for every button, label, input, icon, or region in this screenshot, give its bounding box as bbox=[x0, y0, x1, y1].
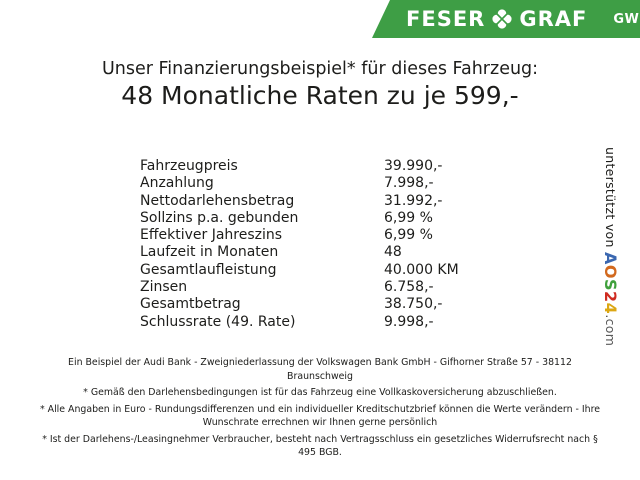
table-row: Zinsen 6.758,- bbox=[140, 279, 459, 296]
row-label: Laufzeit in Monaten bbox=[140, 244, 279, 261]
row-value: 38.750,- bbox=[384, 296, 443, 313]
offer-heading: Unser Finanzierungsbeispiel* für dieses … bbox=[0, 57, 640, 111]
table-row: Gesamtbetrag 38.750,- bbox=[140, 296, 459, 313]
table-row: Anzahlung 7.998,- bbox=[140, 175, 459, 192]
offer-subtitle: Unser Finanzierungsbeispiel* für dieses … bbox=[101, 59, 539, 79]
vehicle-code: GW9653 bbox=[613, 11, 640, 27]
feser-graf-logo: FESER GRAF bbox=[406, 7, 587, 31]
aos24-letter: S bbox=[601, 279, 620, 292]
brand-name-right: GRAF bbox=[519, 7, 588, 31]
row-label: Nettodarlehensbetrag bbox=[140, 192, 295, 209]
row-value: 6.758,- bbox=[384, 279, 434, 296]
footnote-line: * Ist der Darlehens-/Leasingnehmer Verbr… bbox=[42, 433, 598, 459]
row-value: 6,99 % bbox=[384, 227, 433, 244]
row-value: 6,99 % bbox=[384, 209, 433, 226]
row-label: Fahrzeugpreis bbox=[140, 158, 238, 174]
aos24-letter: O bbox=[601, 264, 620, 279]
table-row: Schlussrate (49. Rate) 9.998,- bbox=[140, 314, 459, 331]
table-row: Nettodarlehensbetrag 31.992,- bbox=[140, 193, 459, 210]
row-label: Effektiver Jahreszins bbox=[140, 227, 283, 244]
supporter-prefix: unterstützt von bbox=[603, 147, 618, 252]
row-label: Zinsen bbox=[140, 279, 188, 296]
row-label: Schlussrate (49. Rate) bbox=[140, 313, 296, 330]
table-row: Effektiver Jahreszins 6,99 % bbox=[140, 227, 459, 244]
aos24-letter: A bbox=[601, 252, 620, 265]
footnote-line: * Gemäß den Darlehensbedingungen ist für… bbox=[83, 387, 557, 398]
legal-footnotes: Ein Beispiel der Audi Bank - Zweignieder… bbox=[34, 356, 606, 463]
row-value: 7.998,- bbox=[384, 175, 434, 192]
row-label: Sollzins p.a. gebunden bbox=[140, 209, 299, 226]
row-value: 9.998,- bbox=[384, 313, 434, 330]
footnote-line: Ein Beispiel der Audi Bank - Zweignieder… bbox=[68, 357, 572, 382]
offer-title: 48 Monatliche Raten zu je 599,- bbox=[121, 81, 519, 110]
aos24-letter: 2 bbox=[601, 291, 620, 303]
aos24-logo: AOS24 bbox=[601, 252, 620, 314]
row-value: 40.000 KM bbox=[384, 261, 459, 278]
supporter-credit-vertical: unterstützt von AOS24.com bbox=[601, 147, 620, 377]
row-label: Anzahlung bbox=[140, 175, 214, 192]
row-value: 31.992,- bbox=[384, 192, 443, 209]
clover-icon bbox=[487, 3, 518, 34]
row-value: 48 bbox=[384, 244, 402, 261]
supporter-suffix: .com bbox=[603, 314, 618, 347]
brand-name-left: FESER bbox=[406, 7, 486, 31]
row-value: 39.990,- bbox=[384, 158, 443, 174]
table-row: Sollzins p.a. gebunden 6,99 % bbox=[140, 210, 459, 227]
table-row: Gesamtlaufleistung 40.000 KM bbox=[140, 262, 459, 279]
dealer-banner: FESER GRAF GW9653 bbox=[372, 0, 640, 38]
aos24-letter: 4 bbox=[601, 302, 620, 315]
footnote-line: * Alle Angaben in Euro - Rundungsdiffere… bbox=[40, 403, 600, 429]
finance-table: Fahrzeugpreis 39.990,- Anzahlung 7.998,-… bbox=[140, 158, 459, 331]
row-label: Gesamtlaufleistung bbox=[140, 261, 277, 278]
table-row: Fahrzeugpreis 39.990,- bbox=[140, 158, 459, 175]
row-label: Gesamtbetrag bbox=[140, 296, 241, 313]
table-row: Laufzeit in Monaten 48 bbox=[140, 244, 459, 261]
